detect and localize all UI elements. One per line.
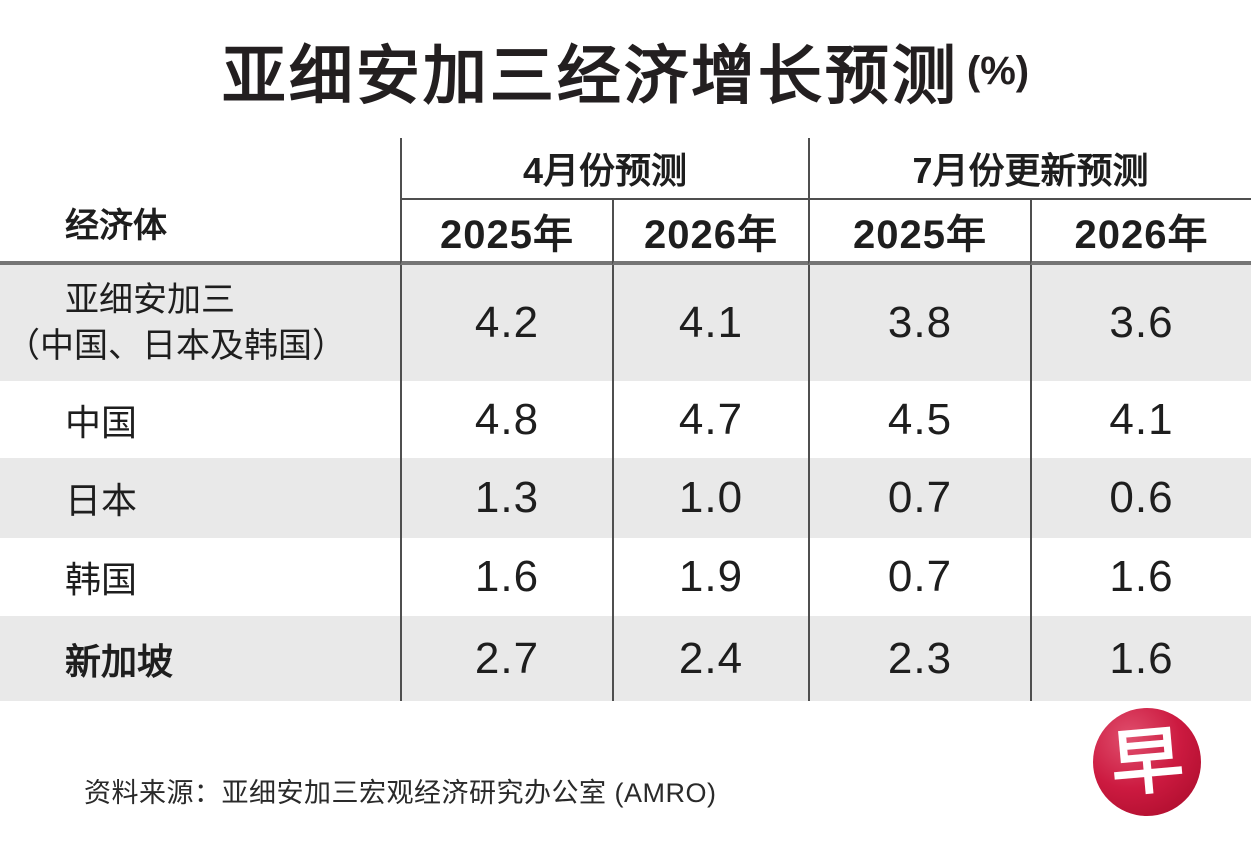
value-cell: 4.5 bbox=[808, 381, 1030, 458]
value-cell: 3.6 bbox=[1030, 265, 1251, 381]
value-cell: 0.7 bbox=[808, 458, 1030, 538]
zaobao-logo: 早 bbox=[1093, 708, 1201, 816]
zaobao-logo-glyph: 早 bbox=[1107, 717, 1187, 807]
value-cell: 4.8 bbox=[400, 381, 612, 458]
row-label-japan: 日本 bbox=[0, 458, 400, 538]
economy-column-header: 经济体 bbox=[0, 138, 400, 265]
year-header: 2026年 bbox=[1030, 198, 1251, 265]
group-header-july: 7月份更新预测 bbox=[808, 138, 1251, 198]
year-header: 2026年 bbox=[612, 198, 808, 265]
value-cell: 4.7 bbox=[612, 381, 808, 458]
row-label-singapore: 新加坡 bbox=[0, 616, 400, 701]
value-cell: 3.8 bbox=[808, 265, 1030, 381]
value-cell: 0.7 bbox=[808, 538, 1030, 616]
row-label-line2: （中国、日本及韩国） bbox=[6, 327, 346, 365]
value-cell: 4.1 bbox=[612, 265, 808, 381]
value-cell: 1.6 bbox=[1030, 538, 1251, 616]
value-cell: 1.3 bbox=[400, 458, 612, 538]
value-cell: 2.3 bbox=[808, 616, 1030, 701]
value-cell: 2.4 bbox=[612, 616, 808, 701]
value-cell: 1.9 bbox=[612, 538, 808, 616]
forecast-table: 经济体 4月份预测 7月份更新预测 2025年 2026年 2025年 2026… bbox=[0, 138, 1251, 701]
value-cell: 1.6 bbox=[400, 538, 612, 616]
year-header: 2025年 bbox=[808, 198, 1030, 265]
source-text: 资料来源：亚细安加三宏观经济研究办公室 (AMRO) bbox=[84, 778, 717, 808]
title-text: 亚细安加三经济增长预测 bbox=[221, 40, 959, 112]
page-title: 亚细安加三经济增长预测 (%) bbox=[0, 0, 1251, 138]
title-unit: (%) bbox=[966, 48, 1030, 93]
row-label-china: 中国 bbox=[65, 401, 138, 443]
row-label-line1: 亚细安加三 bbox=[65, 281, 235, 319]
value-cell: 1.0 bbox=[612, 458, 808, 538]
value-cell: 1.6 bbox=[1030, 616, 1251, 701]
value-cell: 0.6 bbox=[1030, 458, 1251, 538]
group-header-april: 4月份预测 bbox=[400, 138, 808, 198]
row-label-asean-plus-three: 亚细安加三 （中国、日本及韩国） bbox=[0, 265, 400, 381]
value-cell: 2.7 bbox=[400, 616, 612, 701]
year-header: 2025年 bbox=[400, 198, 612, 265]
footer: 资料来源：亚细安加三宏观经济研究办公室 (AMRO) 早 bbox=[0, 701, 1251, 861]
row-label-south-korea: 韩国 bbox=[65, 559, 138, 600]
value-cell: 4.1 bbox=[1030, 381, 1251, 458]
value-cell: 4.2 bbox=[400, 265, 612, 381]
